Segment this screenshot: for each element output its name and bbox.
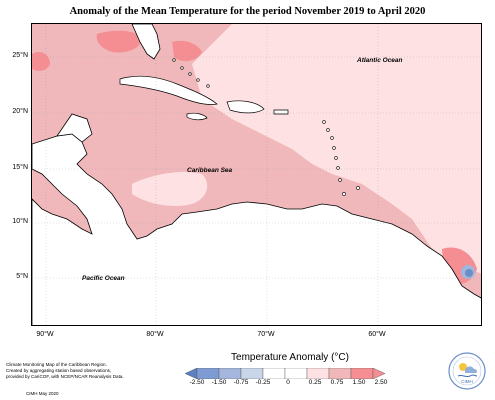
anomaly-field-blue (465, 269, 473, 277)
legend-tick: -1.50 (211, 379, 227, 386)
graticule (32, 24, 481, 325)
lat-tick-label: 20°N (12, 108, 28, 115)
legend-tick: 0.75 (330, 379, 344, 386)
legend-tick: 2.50 (374, 379, 388, 386)
credits-date: CIMH May 2020 (26, 391, 59, 396)
lon-tick-label: 60°W (368, 331, 386, 338)
legend-tick: 0.25 (308, 379, 322, 386)
legend-tick: 0 (286, 379, 290, 386)
lon-tick-label: 70°W (257, 331, 275, 338)
legend-swatch (284, 367, 308, 380)
lon-tick-label: 90°W (36, 331, 54, 338)
legend-swatch (306, 367, 330, 380)
legend-swatch (218, 367, 242, 380)
legend-tick: 1.50 (352, 379, 366, 386)
credits-line: Climate Monitoring Map of the Caribbean … (6, 362, 107, 367)
mainland-landmass (32, 133, 481, 325)
credits-line: Created by aggregating station based obs… (6, 367, 112, 373)
legend-swatch (372, 367, 386, 380)
cimh-logo-icon: CIMH (448, 352, 486, 390)
anomaly-field-pale-antilles (317, 133, 357, 160)
jamaica-landmass (186, 112, 208, 121)
legend-swatch (262, 367, 286, 380)
legend-tick: -2.50 (189, 379, 205, 386)
logo-text: CIMH (461, 379, 473, 384)
cuba-landmass (119, 75, 218, 105)
anomaly-field-pale-caribbean (132, 172, 208, 206)
lesser-antilles (322, 120, 360, 196)
lon-tick-label: 80°W (146, 331, 164, 338)
puerto-rico-landmass (273, 109, 289, 115)
legend-swatch (240, 367, 264, 380)
lat-tick-label: 15°N (12, 164, 28, 171)
legend-colorbar (184, 366, 386, 380)
florida-landmass (131, 24, 161, 60)
atlantic-ocean-label: Atlantic Ocean (356, 57, 403, 64)
legend-swatch (328, 367, 352, 380)
credits-text: Climate Monitoring Map of the Caribbean … (6, 362, 176, 379)
legend-swatch (196, 367, 220, 380)
anomaly-field-red-bahamas (172, 40, 202, 62)
credits-line: provided by CariCOF, with NCEP/NCAR Rean… (6, 373, 124, 379)
legend-tick: -0.75 (233, 379, 249, 386)
anomaly-field-red-gulf (32, 52, 50, 71)
anomaly-map: Atlantic Ocean Caribbean Sea Pacific Oce… (31, 23, 482, 326)
legend-swatch (350, 367, 374, 380)
lat-tick-label: 10°N (12, 218, 28, 225)
legend-swatch (184, 367, 198, 380)
anomaly-field-red-florida (96, 30, 142, 53)
hispaniola-landmass (226, 100, 265, 114)
bahamas-islands (172, 58, 210, 88)
lat-tick-label: 25°N (12, 52, 28, 59)
legend-title: Temperature Anomaly (°C) (231, 352, 349, 363)
yucatan-landmass (56, 113, 93, 143)
lat-tick-label: 5°N (16, 273, 28, 280)
pacific-ocean-label: Pacific Ocean (82, 275, 125, 282)
legend-tick: -0.25 (255, 379, 271, 386)
caribbean-sea-label: Caribbean Sea (187, 167, 233, 174)
map-title: Anomaly of the Mean Temperature for the … (69, 6, 426, 17)
